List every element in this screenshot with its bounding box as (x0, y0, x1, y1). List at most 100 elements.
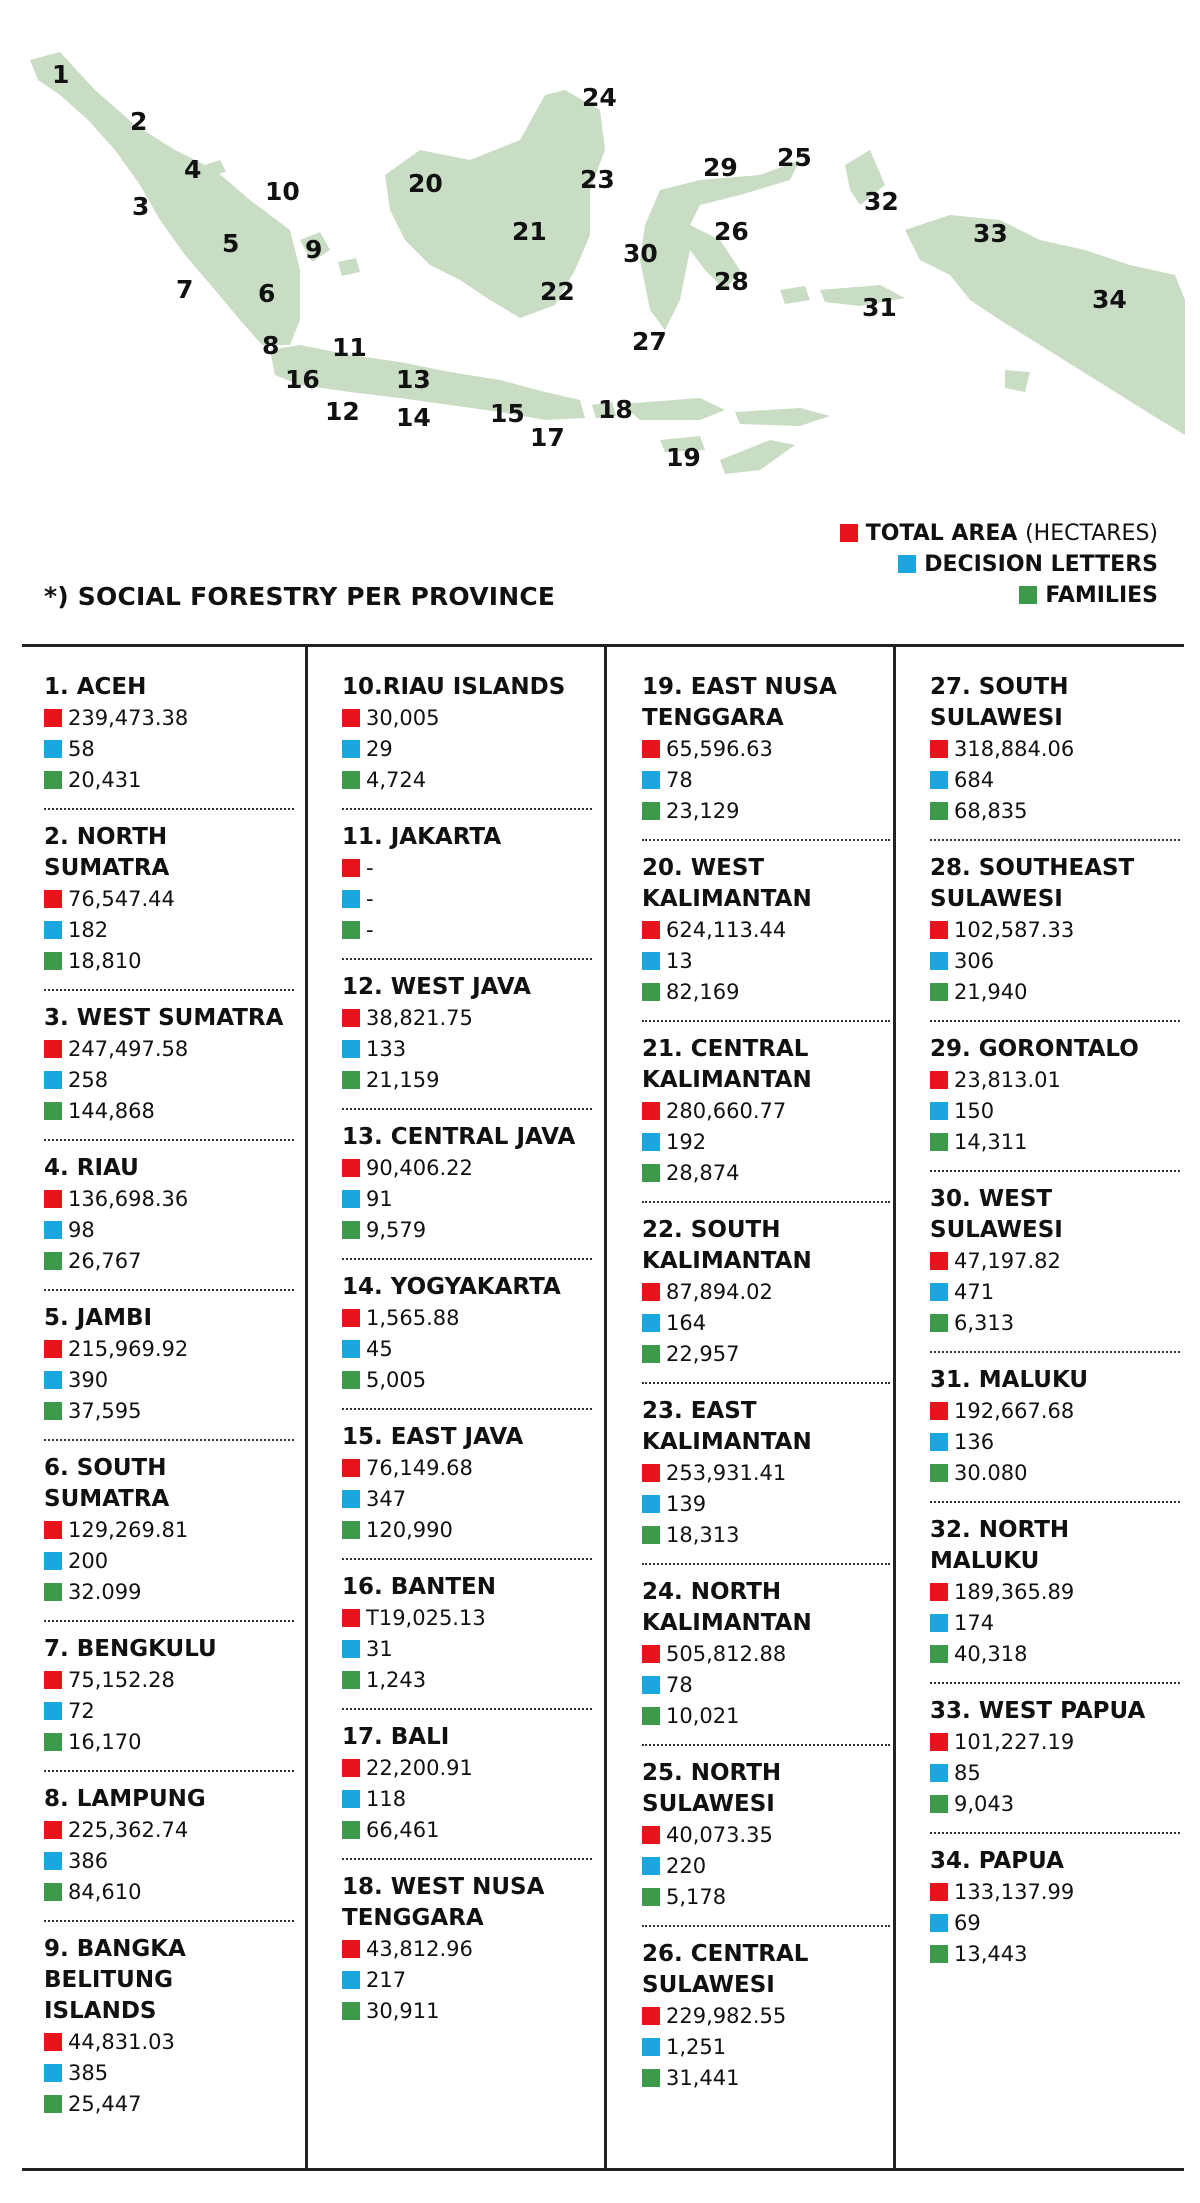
total-area-value-row: 253,931.41 (642, 1458, 890, 1489)
families-value-row: 40,318 (930, 1639, 1180, 1670)
decision-letters-value-row: 164 (642, 1308, 890, 1339)
map-label: 13 (396, 365, 431, 394)
province-name: 31. MALUKU (930, 1367, 1089, 1393)
families-value: 28,874 (666, 1161, 740, 1185)
total-area-value-row: 23,813.01 (930, 1065, 1180, 1096)
province-entry: 11. JAKARTA - - - (342, 810, 592, 960)
decision-letters-value-row: 385 (44, 2058, 294, 2089)
map-label: 32 (864, 187, 899, 216)
blue-square-icon (44, 2064, 62, 2082)
red-square-icon (930, 1883, 948, 1901)
province-name: 24. NORTH KALIMANTAN (642, 1579, 812, 1636)
families-value-row: 10,021 (642, 1701, 890, 1732)
families-value: 6,313 (954, 1311, 1015, 1335)
red-square-icon (44, 1521, 62, 1539)
decision-letters-value-row: 58 (44, 734, 294, 765)
red-square-icon (839, 524, 858, 542)
green-square-icon (44, 1402, 62, 1420)
map-label: 2 (130, 107, 147, 136)
decision-letters-value: 306 (954, 949, 995, 973)
province-name: 2. NORTH SUMATRA (44, 824, 170, 881)
green-square-icon (642, 2069, 660, 2087)
blue-square-icon (342, 740, 360, 758)
map-label: 27 (632, 327, 667, 356)
province-entry: 20. WEST KALIMANTAN 624,113.44 13 82,169 (642, 841, 890, 1022)
map-label: 18 (598, 395, 633, 424)
island-buru (780, 286, 810, 304)
families-value-row: 68,835 (930, 796, 1180, 827)
province-entry: 30. WEST SULAWESI 47,197.82 471 6,313 (930, 1172, 1180, 1353)
decision-letters-value-row: 136 (930, 1427, 1180, 1458)
families-value-row: 32.099 (44, 1577, 294, 1608)
decision-letters-value: 192 (666, 1130, 707, 1154)
decision-letters-value-row: 192 (642, 1127, 890, 1158)
red-square-icon (642, 1102, 660, 1120)
province-entry: 7. BENGKULU 75,152.28 72 16,170 (44, 1622, 294, 1772)
families-value: 5,005 (366, 1368, 427, 1392)
families-value-row: 21,940 (930, 977, 1180, 1008)
island-papua (905, 215, 1185, 435)
decision-letters-value-row: 69 (930, 1908, 1180, 1939)
province-name: 25. NORTH SULAWESI (642, 1760, 782, 1817)
red-square-icon (44, 1671, 62, 1689)
province-entry: 5. JAMBI 215,969.92 390 37,595 (44, 1291, 294, 1441)
families-value-row: 84,610 (44, 1877, 294, 1908)
total-area-value-row: 192,667.68 (930, 1396, 1180, 1427)
province-entry: 27. SOUTH SULAWESI 318,884.06 684 68,835 (930, 660, 1180, 841)
families-value: 9,043 (954, 1792, 1015, 1816)
red-square-icon (44, 1040, 62, 1058)
blue-square-icon (44, 1071, 62, 1089)
green-square-icon (342, 1221, 360, 1239)
map-islands (30, 52, 1185, 474)
section-title: *) SOCIAL FORESTRY PER PROVINCE (44, 582, 556, 611)
families-value: 1,243 (366, 1668, 427, 1692)
map-label: 8 (262, 331, 279, 360)
green-square-icon (930, 802, 948, 820)
families-value: 30.080 (954, 1461, 1028, 1485)
families-value: 13,443 (954, 1942, 1028, 1966)
province-name: 30. WEST SULAWESI (930, 1186, 1063, 1243)
total-area-value: 23,813.01 (954, 1068, 1061, 1092)
green-square-icon (930, 1945, 948, 1963)
decision-letters-value-row: 139 (642, 1489, 890, 1520)
map-label: 20 (408, 169, 443, 198)
map-label: 15 (490, 399, 525, 428)
island-belitung (338, 258, 360, 276)
red-square-icon (342, 1309, 360, 1327)
decision-letters-value: 385 (68, 2061, 109, 2085)
families-value: 40,318 (954, 1642, 1028, 1666)
province-name: 18. WEST NUSA TENGGARA (342, 1874, 545, 1931)
decision-letters-value-row: 91 (342, 1184, 592, 1215)
families-value: 82,169 (666, 980, 740, 1004)
province-name: 12. WEST JAVA (342, 974, 531, 1000)
blue-square-icon (930, 1614, 948, 1632)
families-value: 21,159 (366, 1068, 440, 1092)
map-label: 23 (580, 165, 615, 194)
decision-letters-value: - (366, 887, 374, 911)
green-square-icon (642, 983, 660, 1001)
blue-square-icon (342, 1340, 360, 1358)
total-area-value-row: 40,073.35 (642, 1820, 890, 1851)
blue-square-icon (930, 952, 948, 970)
decision-letters-value-row: 31 (342, 1634, 592, 1665)
province-entry: 24. NORTH KALIMANTAN 505,812.88 78 10,021 (642, 1565, 890, 1746)
families-value-row: 16,170 (44, 1727, 294, 1758)
total-area-value-row: 76,149.68 (342, 1453, 592, 1484)
families-value-row: 4,724 (342, 765, 592, 796)
decision-letters-value: 684 (954, 768, 995, 792)
decision-letters-value-row: 182 (44, 915, 294, 946)
province-entry: 8. LAMPUNG 225,362.74 386 84,610 (44, 1772, 294, 1922)
province-entry: 1. ACEH 239,473.38 58 20,431 (44, 660, 294, 810)
families-value: 9,579 (366, 1218, 427, 1242)
map-number-labels: 1 2 3 4 5 6 7 8 9 10 11 12 13 14 15 16 1… (52, 60, 1127, 472)
families-value: 21,940 (954, 980, 1028, 1004)
total-area-value-row: 247,497.58 (44, 1034, 294, 1065)
families-value: 66,461 (366, 1818, 440, 1842)
decision-letters-value-row: 220 (642, 1851, 890, 1882)
decision-letters-value: 78 (666, 1673, 693, 1697)
total-area-value: 101,227.19 (954, 1730, 1075, 1754)
province-name: 11. JAKARTA (342, 824, 502, 850)
decision-letters-value-row: 471 (930, 1277, 1180, 1308)
total-area-value-row: 102,587.33 (930, 915, 1180, 946)
families-value: 37,595 (68, 1399, 142, 1423)
